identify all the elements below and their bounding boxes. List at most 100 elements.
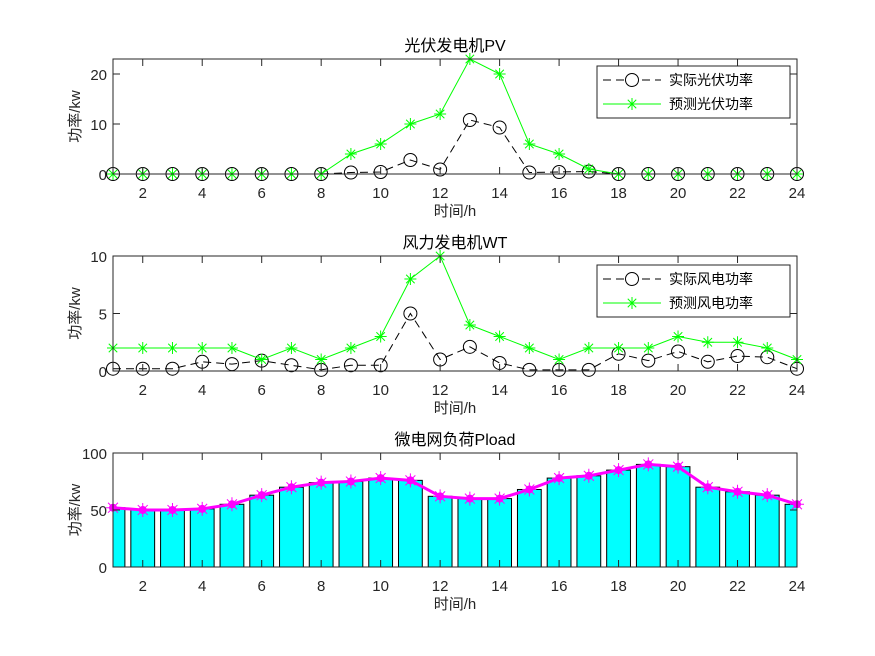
bar — [368, 477, 394, 567]
data-point — [641, 353, 656, 368]
data-point — [492, 120, 507, 135]
data-point — [522, 362, 537, 377]
data-point — [493, 330, 506, 343]
chart-title: 风力发电机WT — [403, 234, 508, 252]
x-tick-label: 12 — [432, 185, 449, 202]
data-point — [553, 353, 566, 366]
x-tick-label: 16 — [551, 578, 568, 595]
x-tick-label: 12 — [432, 578, 449, 595]
data-point — [285, 342, 298, 354]
bar — [784, 503, 797, 567]
legend-label: 实际风电功率 — [669, 271, 753, 287]
bar — [279, 486, 304, 567]
data-point — [671, 344, 686, 359]
data-point — [523, 342, 536, 354]
x-tick-label: 2 — [139, 578, 147, 595]
y-tick-label: 10 — [90, 117, 107, 134]
legend-marker — [625, 73, 639, 87]
x-tick-label: 14 — [491, 382, 508, 399]
data-point — [403, 306, 418, 321]
subplot-3: 2 4 6 8 10 12 14 16 18 20 22 24050100微电网负荷Pload时间/h… — [67, 431, 806, 613]
load-marker-core — [257, 491, 266, 500]
load-line — [112, 462, 798, 512]
y-axis-label: 功率/kw — [67, 287, 84, 340]
bar — [665, 466, 691, 567]
bar — [189, 508, 215, 567]
x-tick-label: 6 — [258, 185, 266, 202]
x-tick-label: 14 — [491, 578, 508, 595]
data-point — [166, 342, 179, 354]
load-marker-core — [346, 477, 355, 486]
load-marker-core — [703, 483, 712, 492]
y-axis-label: 功率/kw — [67, 484, 84, 537]
x-tick-label: 18 — [610, 382, 627, 399]
load-marker-core — [763, 491, 772, 500]
x-axis-label: 时间/h — [434, 203, 477, 220]
data-point — [165, 361, 180, 376]
load-marker-core — [674, 462, 683, 471]
series-line — [113, 312, 798, 371]
data-point — [463, 319, 476, 331]
data-point — [374, 330, 387, 343]
x-tick-label: 18 — [610, 185, 627, 202]
bar — [160, 509, 185, 567]
data-point — [403, 153, 418, 167]
bar — [606, 469, 631, 567]
data-point — [582, 163, 595, 175]
data-point — [343, 165, 358, 180]
x-tick-label: 4 — [198, 185, 206, 202]
bar — [487, 498, 513, 567]
bar — [113, 507, 126, 567]
data-point — [135, 361, 150, 376]
bar — [635, 463, 661, 567]
load-marker-core — [138, 506, 147, 514]
x-tick-label: 16 — [551, 185, 568, 202]
x-tick-label: 24 — [789, 578, 806, 595]
data-point — [196, 342, 209, 354]
bar — [308, 482, 334, 567]
load-marker-core — [168, 506, 177, 514]
bar — [754, 494, 780, 567]
load-marker-core — [287, 483, 296, 492]
y-tick-label: 0 — [99, 364, 107, 381]
legend-label: 预测光伏功率 — [669, 96, 753, 112]
data-point — [344, 342, 357, 354]
data-point — [462, 113, 477, 127]
x-tick-label: 8 — [317, 382, 325, 399]
data-point — [522, 165, 537, 180]
chart-title: 光伏发电机PV — [404, 37, 506, 55]
data-point — [373, 358, 388, 373]
data-point — [434, 108, 447, 120]
x-tick-label: 2 — [139, 382, 147, 399]
x-axis-label: 时间/h — [434, 596, 477, 613]
load-marker-core — [555, 474, 564, 483]
x-tick-label: 22 — [729, 185, 746, 202]
x-tick-label: 20 — [670, 382, 687, 399]
load-marker-core — [198, 504, 207, 513]
y-tick-label: 0 — [99, 560, 107, 577]
bar — [249, 494, 275, 567]
load-marker-core — [584, 471, 593, 480]
load-marker-core — [644, 460, 653, 469]
bar — [427, 495, 453, 567]
data-point — [225, 342, 238, 354]
data-point — [553, 148, 566, 160]
data-point — [315, 353, 328, 366]
load-marker-core — [436, 492, 445, 501]
y-tick-label: 50 — [90, 503, 107, 520]
x-tick-label: 20 — [670, 185, 687, 202]
bar — [576, 475, 602, 567]
legend-marker — [626, 297, 638, 309]
data-point — [493, 68, 506, 80]
data-point — [373, 165, 388, 179]
x-tick-label: 2 — [139, 185, 147, 202]
data-point — [404, 118, 417, 130]
data-point — [761, 342, 774, 354]
x-tick-label: 4 — [198, 382, 206, 399]
y-tick-label: 0 — [99, 167, 107, 184]
x-axis-label: 时间/h — [434, 400, 477, 417]
